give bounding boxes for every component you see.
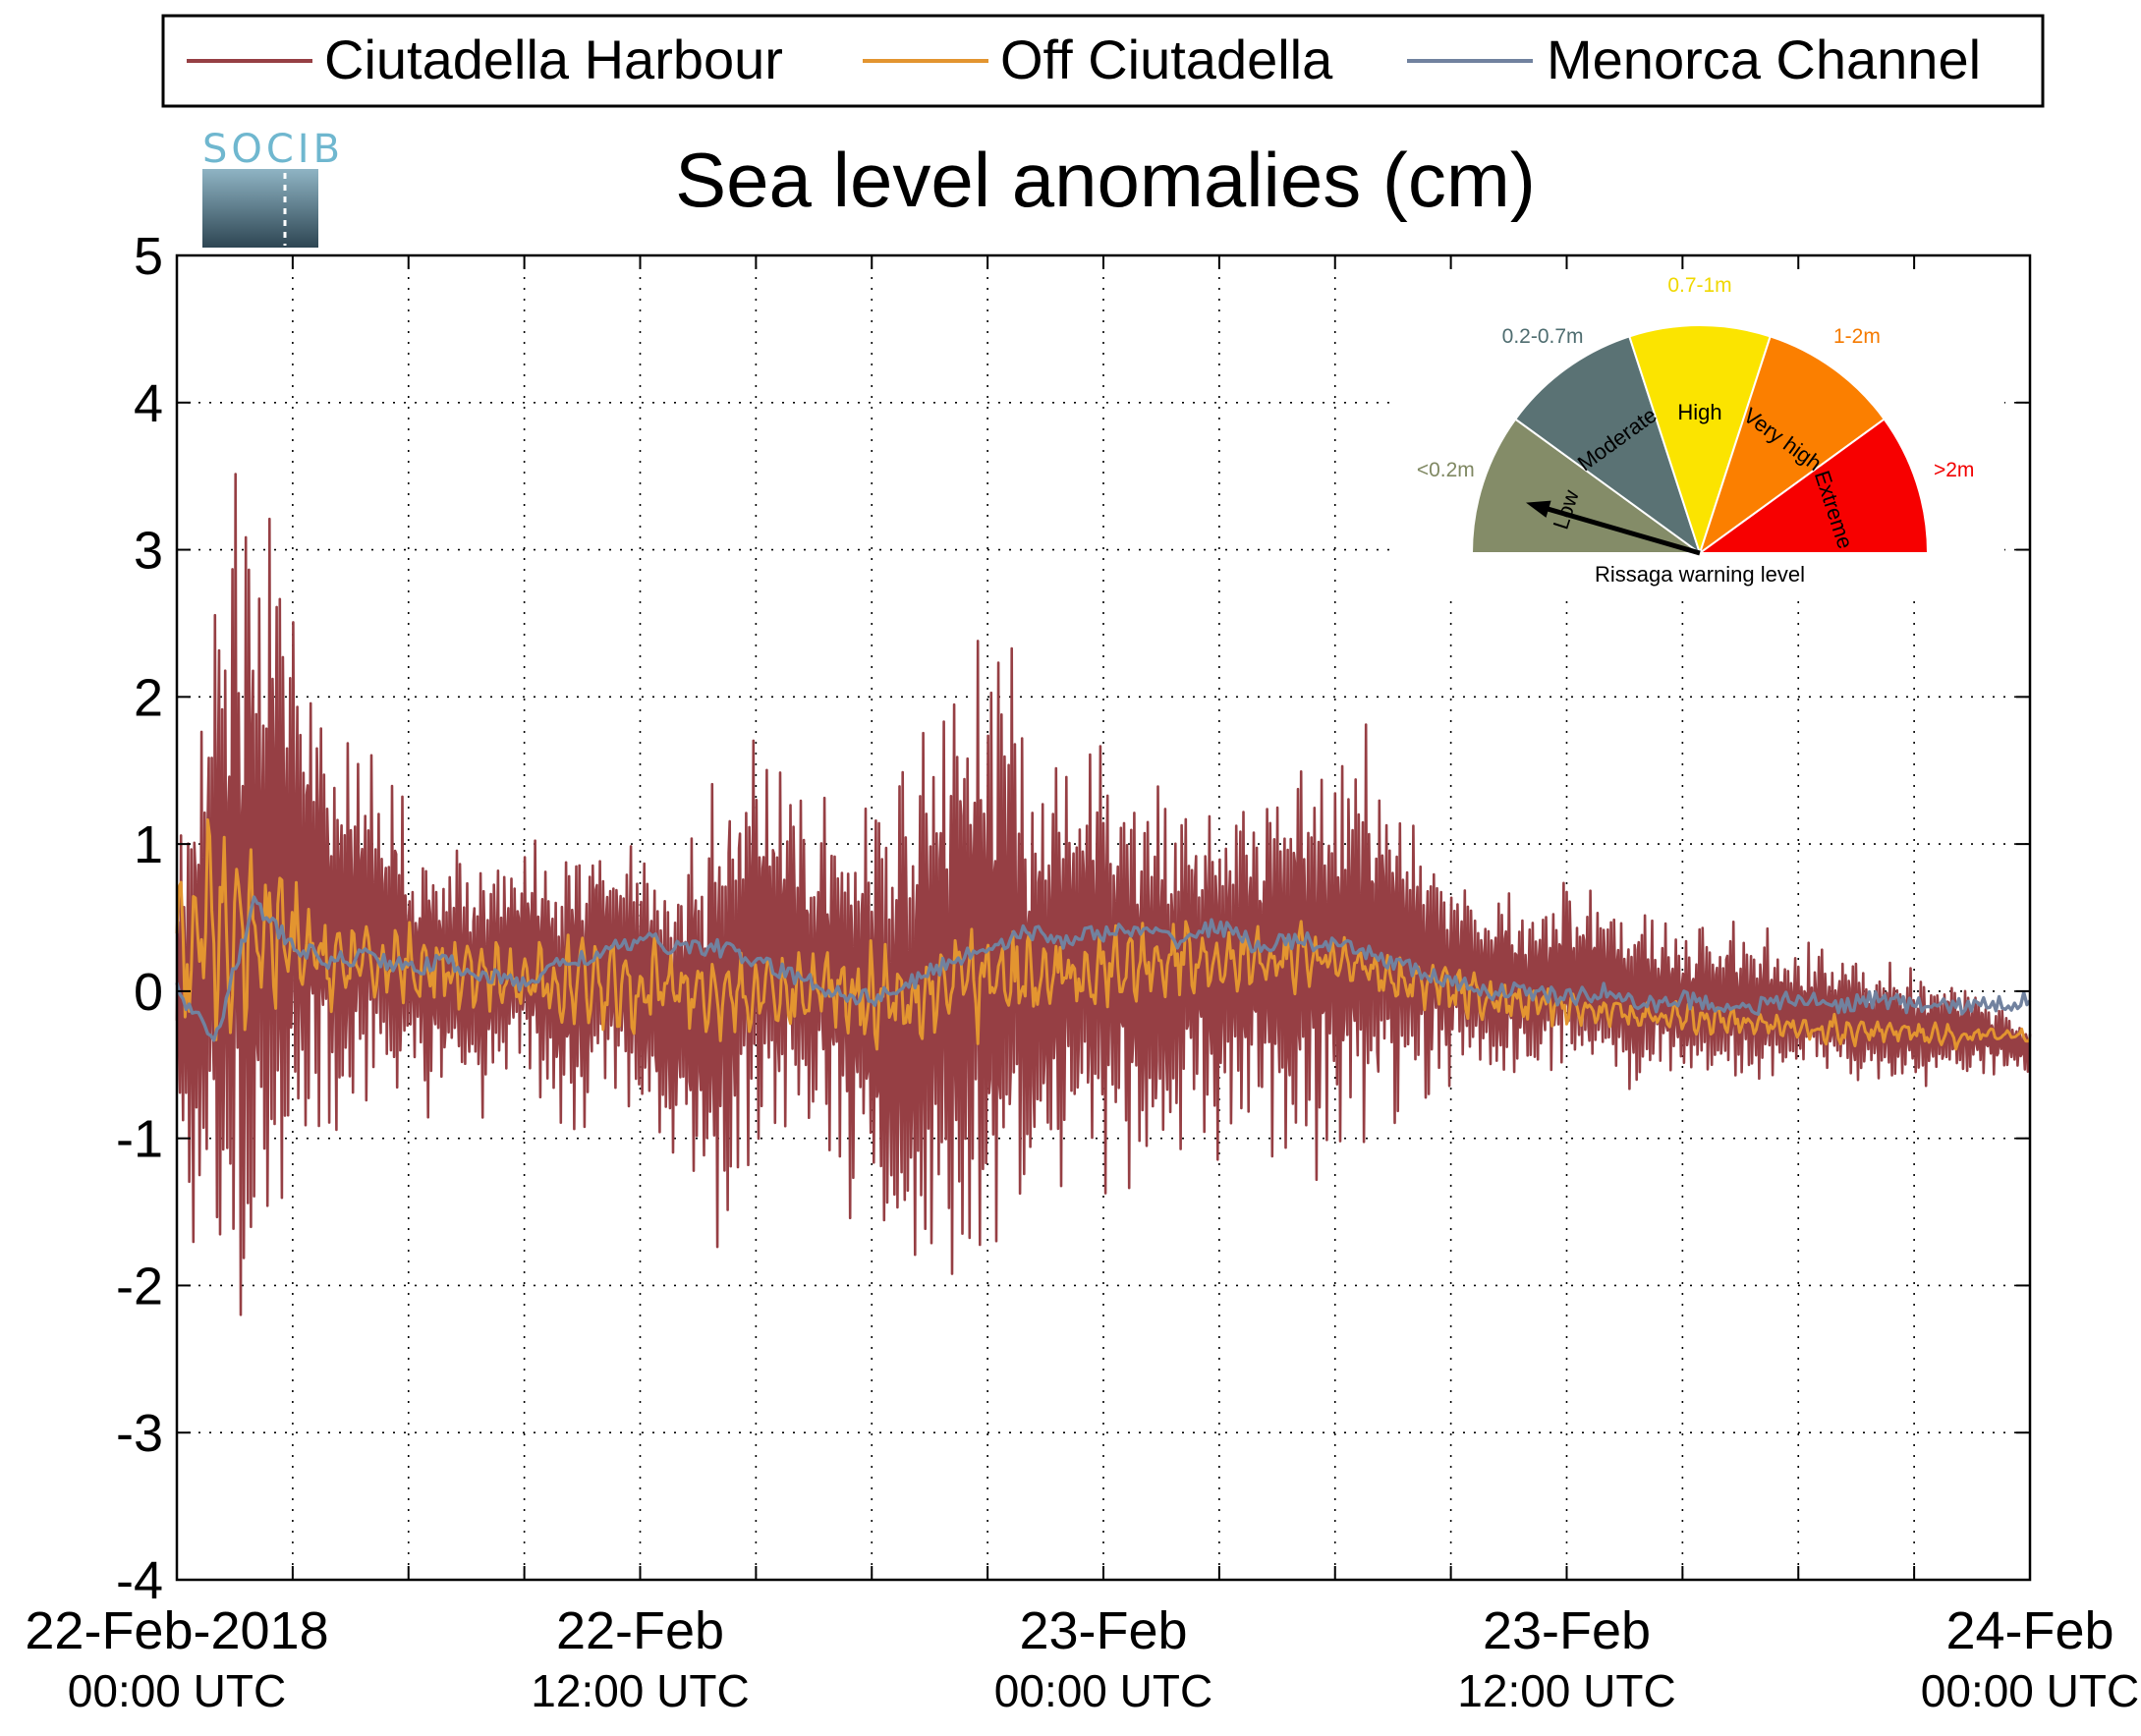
gauge-segment-extreme — [1696, 418, 1930, 554]
gauge-segment-very-high — [1698, 335, 1887, 556]
x-tick-time: 00:00 UTC — [994, 1665, 1212, 1716]
gauge-range-high: 0.7-1m — [1667, 274, 1731, 297]
legend-label-off-ciutadella: Off Ciutadella — [1000, 28, 1333, 90]
legend-label-menorca-channel: Menorca Channel — [1547, 28, 1981, 90]
plot-area — [175, 253, 2032, 1582]
y-tick-label: 0 — [134, 963, 163, 1022]
gauge-segments — [1470, 324, 1930, 557]
grid — [177, 255, 2030, 1580]
y-tick-label: 1 — [134, 815, 163, 874]
axis-ticks — [177, 255, 2030, 1580]
gauge-segment-low — [1470, 418, 1704, 554]
series-layer — [175, 473, 2032, 1316]
logo-wave-block — [202, 169, 318, 248]
gauge-needle-head — [1526, 500, 1551, 518]
gauge-range-moderate: 0.2-0.7m — [1502, 325, 1584, 348]
y-tick-label: -1 — [116, 1110, 163, 1169]
y-tick-label: 2 — [134, 668, 163, 727]
x-tick-time: 12:00 UTC — [531, 1665, 749, 1716]
series-line-ciutadella-harbour — [175, 473, 2032, 1316]
gauge-segment-moderate — [1513, 335, 1702, 556]
y-tick-label: -3 — [116, 1404, 163, 1463]
x-tick-date: 22-Feb-2018 — [25, 1601, 328, 1660]
rissaga-warning-gauge: Low Moderate High Very high Extreme <0.2… — [1395, 274, 2004, 599]
x-tick-date: 23-Feb — [1483, 1601, 1651, 1660]
series-line-menorca-channel — [175, 895, 2032, 1042]
x-tick-date: 24-Feb — [1945, 1601, 2113, 1660]
chart-title: Sea level anomalies (cm) — [675, 137, 1536, 223]
logo-text: SOCIB — [202, 127, 344, 172]
y-tick-label: 5 — [134, 227, 163, 286]
gauge-caption: Rissaga warning level — [1595, 562, 1805, 587]
gauge-needle-line — [1533, 502, 1701, 556]
x-tick-time: 00:00 UTC — [1921, 1665, 2139, 1716]
legend-label-ciutadella-harbour: Ciutadella Harbour — [324, 28, 783, 90]
y-tick-label: 3 — [134, 522, 163, 581]
y-tick-label: -2 — [116, 1257, 163, 1316]
gauge-range-low: <0.2m — [1417, 459, 1475, 481]
x-axis: 22-Feb-2018 00:00 UTC 22-Feb 12:00 UTC 2… — [25, 1601, 2139, 1716]
x-tick-date: 23-Feb — [1019, 1601, 1187, 1660]
y-tick-label: 4 — [134, 374, 163, 433]
legend-box — [161, 14, 2045, 108]
gauge-needle — [1526, 500, 1701, 556]
gauge-segment-high — [1628, 324, 1772, 557]
series-line-off-ciutadella — [175, 817, 2032, 1051]
legend: Ciutadella Harbour Off Ciutadella Menorc… — [161, 14, 2045, 108]
x-tick-time: 00:00 UTC — [68, 1665, 286, 1716]
gauge-label-high: High — [1677, 400, 1721, 424]
gauge-range-very-high: 1-2m — [1833, 325, 1881, 348]
socib-logo: SOCIB — [202, 127, 344, 248]
y-axis: 5 4 3 2 1 0 -1 -2 -3 -4 — [116, 227, 163, 1610]
x-tick-time: 12:00 UTC — [1457, 1665, 1675, 1716]
gauge-range-extreme: >2m — [1934, 459, 1974, 481]
y-tick-label: -4 — [116, 1551, 163, 1610]
x-tick-date: 22-Feb — [556, 1601, 724, 1660]
